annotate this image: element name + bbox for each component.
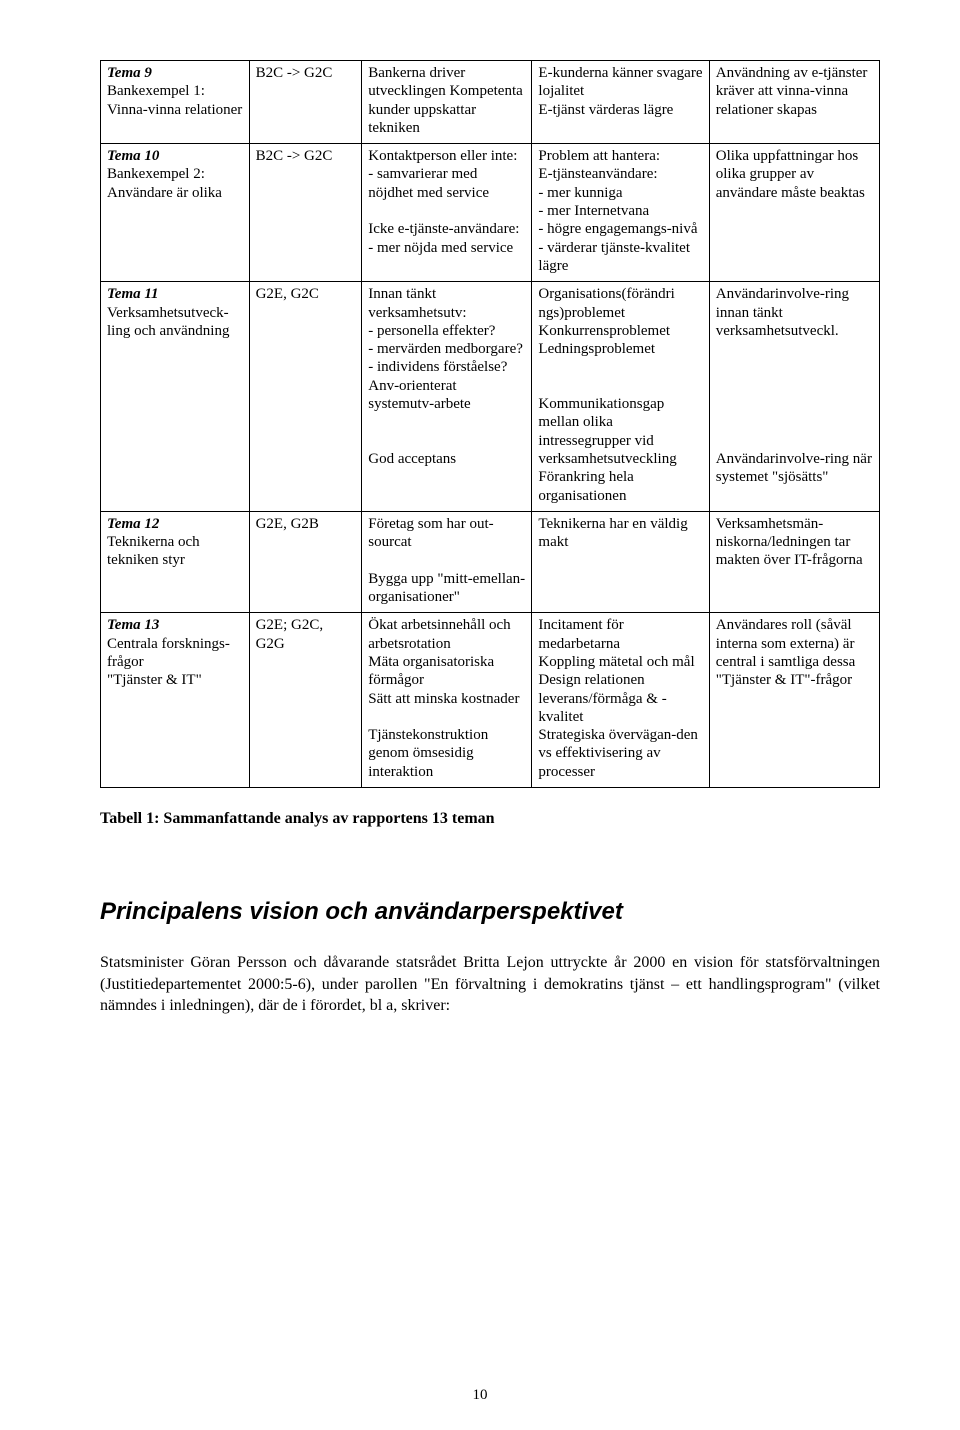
col3-cell: Problem att hantera:E-tjänsteanvändare:-… <box>532 144 709 282</box>
col4-cell: Användarinvolve-ring innan tänkt verksam… <box>709 282 879 512</box>
theme-label: Tema 13 <box>107 617 159 633</box>
col3-cell: E-kunderna känner svagare lojalitetE-tjä… <box>532 61 709 144</box>
theme-cell: Tema 10Bankexempel 2: Användare är olika <box>101 144 250 282</box>
theme-label: Tema 11 <box>107 286 159 302</box>
theme-cell: Tema 13Centrala forsknings-frågor"Tjänst… <box>101 613 250 788</box>
col2-cell: Innan tänkt verksamhetsutv:- personella … <box>362 282 532 512</box>
table-row: Tema 10Bankexempel 2: Användare är olika… <box>101 144 880 282</box>
table-caption: Tabell 1: Sammanfattande analys av rappo… <box>100 810 880 828</box>
code-cell: G2E, G2B <box>249 511 362 612</box>
table-row: Tema 13Centrala forsknings-frågor"Tjänst… <box>101 613 880 788</box>
col4-cell: Användares roll (såväl interna som exter… <box>709 613 879 788</box>
theme-cell: Tema 11Verksamhetsutveck-ling och använd… <box>101 282 250 512</box>
col3-cell: Teknikerna har en väldig makt <box>532 511 709 612</box>
code-cell: G2E, G2C <box>249 282 362 512</box>
col4-cell: Användning av e-tjänster kräver att vinn… <box>709 61 879 144</box>
theme-cell: Tema 9Bankexempel 1: Vinna-vinna relatio… <box>101 61 250 144</box>
analysis-table: Tema 9Bankexempel 1: Vinna-vinna relatio… <box>100 60 880 788</box>
theme-label: Tema 10 <box>107 148 159 164</box>
table-row: Tema 11Verksamhetsutveck-ling och använd… <box>101 282 880 512</box>
code-cell: G2E; G2C, G2G <box>249 613 362 788</box>
col3-cell: Incitament för medarbetarnaKoppling mäte… <box>532 613 709 788</box>
col2-cell: Bankerna driver utvecklingen Kompetenta … <box>362 61 532 144</box>
theme-label: Tema 9 <box>107 65 152 81</box>
theme-cell: Tema 12Teknikerna och tekniken styr <box>101 511 250 612</box>
code-cell: B2C -> G2C <box>249 144 362 282</box>
table-row: Tema 12Teknikerna och tekniken styrG2E, … <box>101 511 880 612</box>
col2-cell: Ökat arbetsinnehåll och arbetsrotationMä… <box>362 613 532 788</box>
page-number: 10 <box>0 1387 960 1404</box>
section-heading: Principalens vision och användarperspekt… <box>100 898 880 926</box>
body-paragraph: Statsminister Göran Persson och dåvarand… <box>100 952 880 1017</box>
col2-cell: Företag som har out-sourcatBygga upp "mi… <box>362 511 532 612</box>
code-cell: B2C -> G2C <box>249 61 362 144</box>
col4-cell: Verksamhetsmän-niskorna/ledningen tar ma… <box>709 511 879 612</box>
col3-cell: Organisations(förändrings)problemetKonku… <box>532 282 709 512</box>
col4-cell: Olika uppfattningar hos olika grupper av… <box>709 144 879 282</box>
theme-label: Tema 12 <box>107 516 159 532</box>
page-container: Tema 9Bankexempel 1: Vinna-vinna relatio… <box>0 0 960 1430</box>
table-row: Tema 9Bankexempel 1: Vinna-vinna relatio… <box>101 61 880 144</box>
col2-cell: Kontaktperson eller inte:- samvarierar m… <box>362 144 532 282</box>
